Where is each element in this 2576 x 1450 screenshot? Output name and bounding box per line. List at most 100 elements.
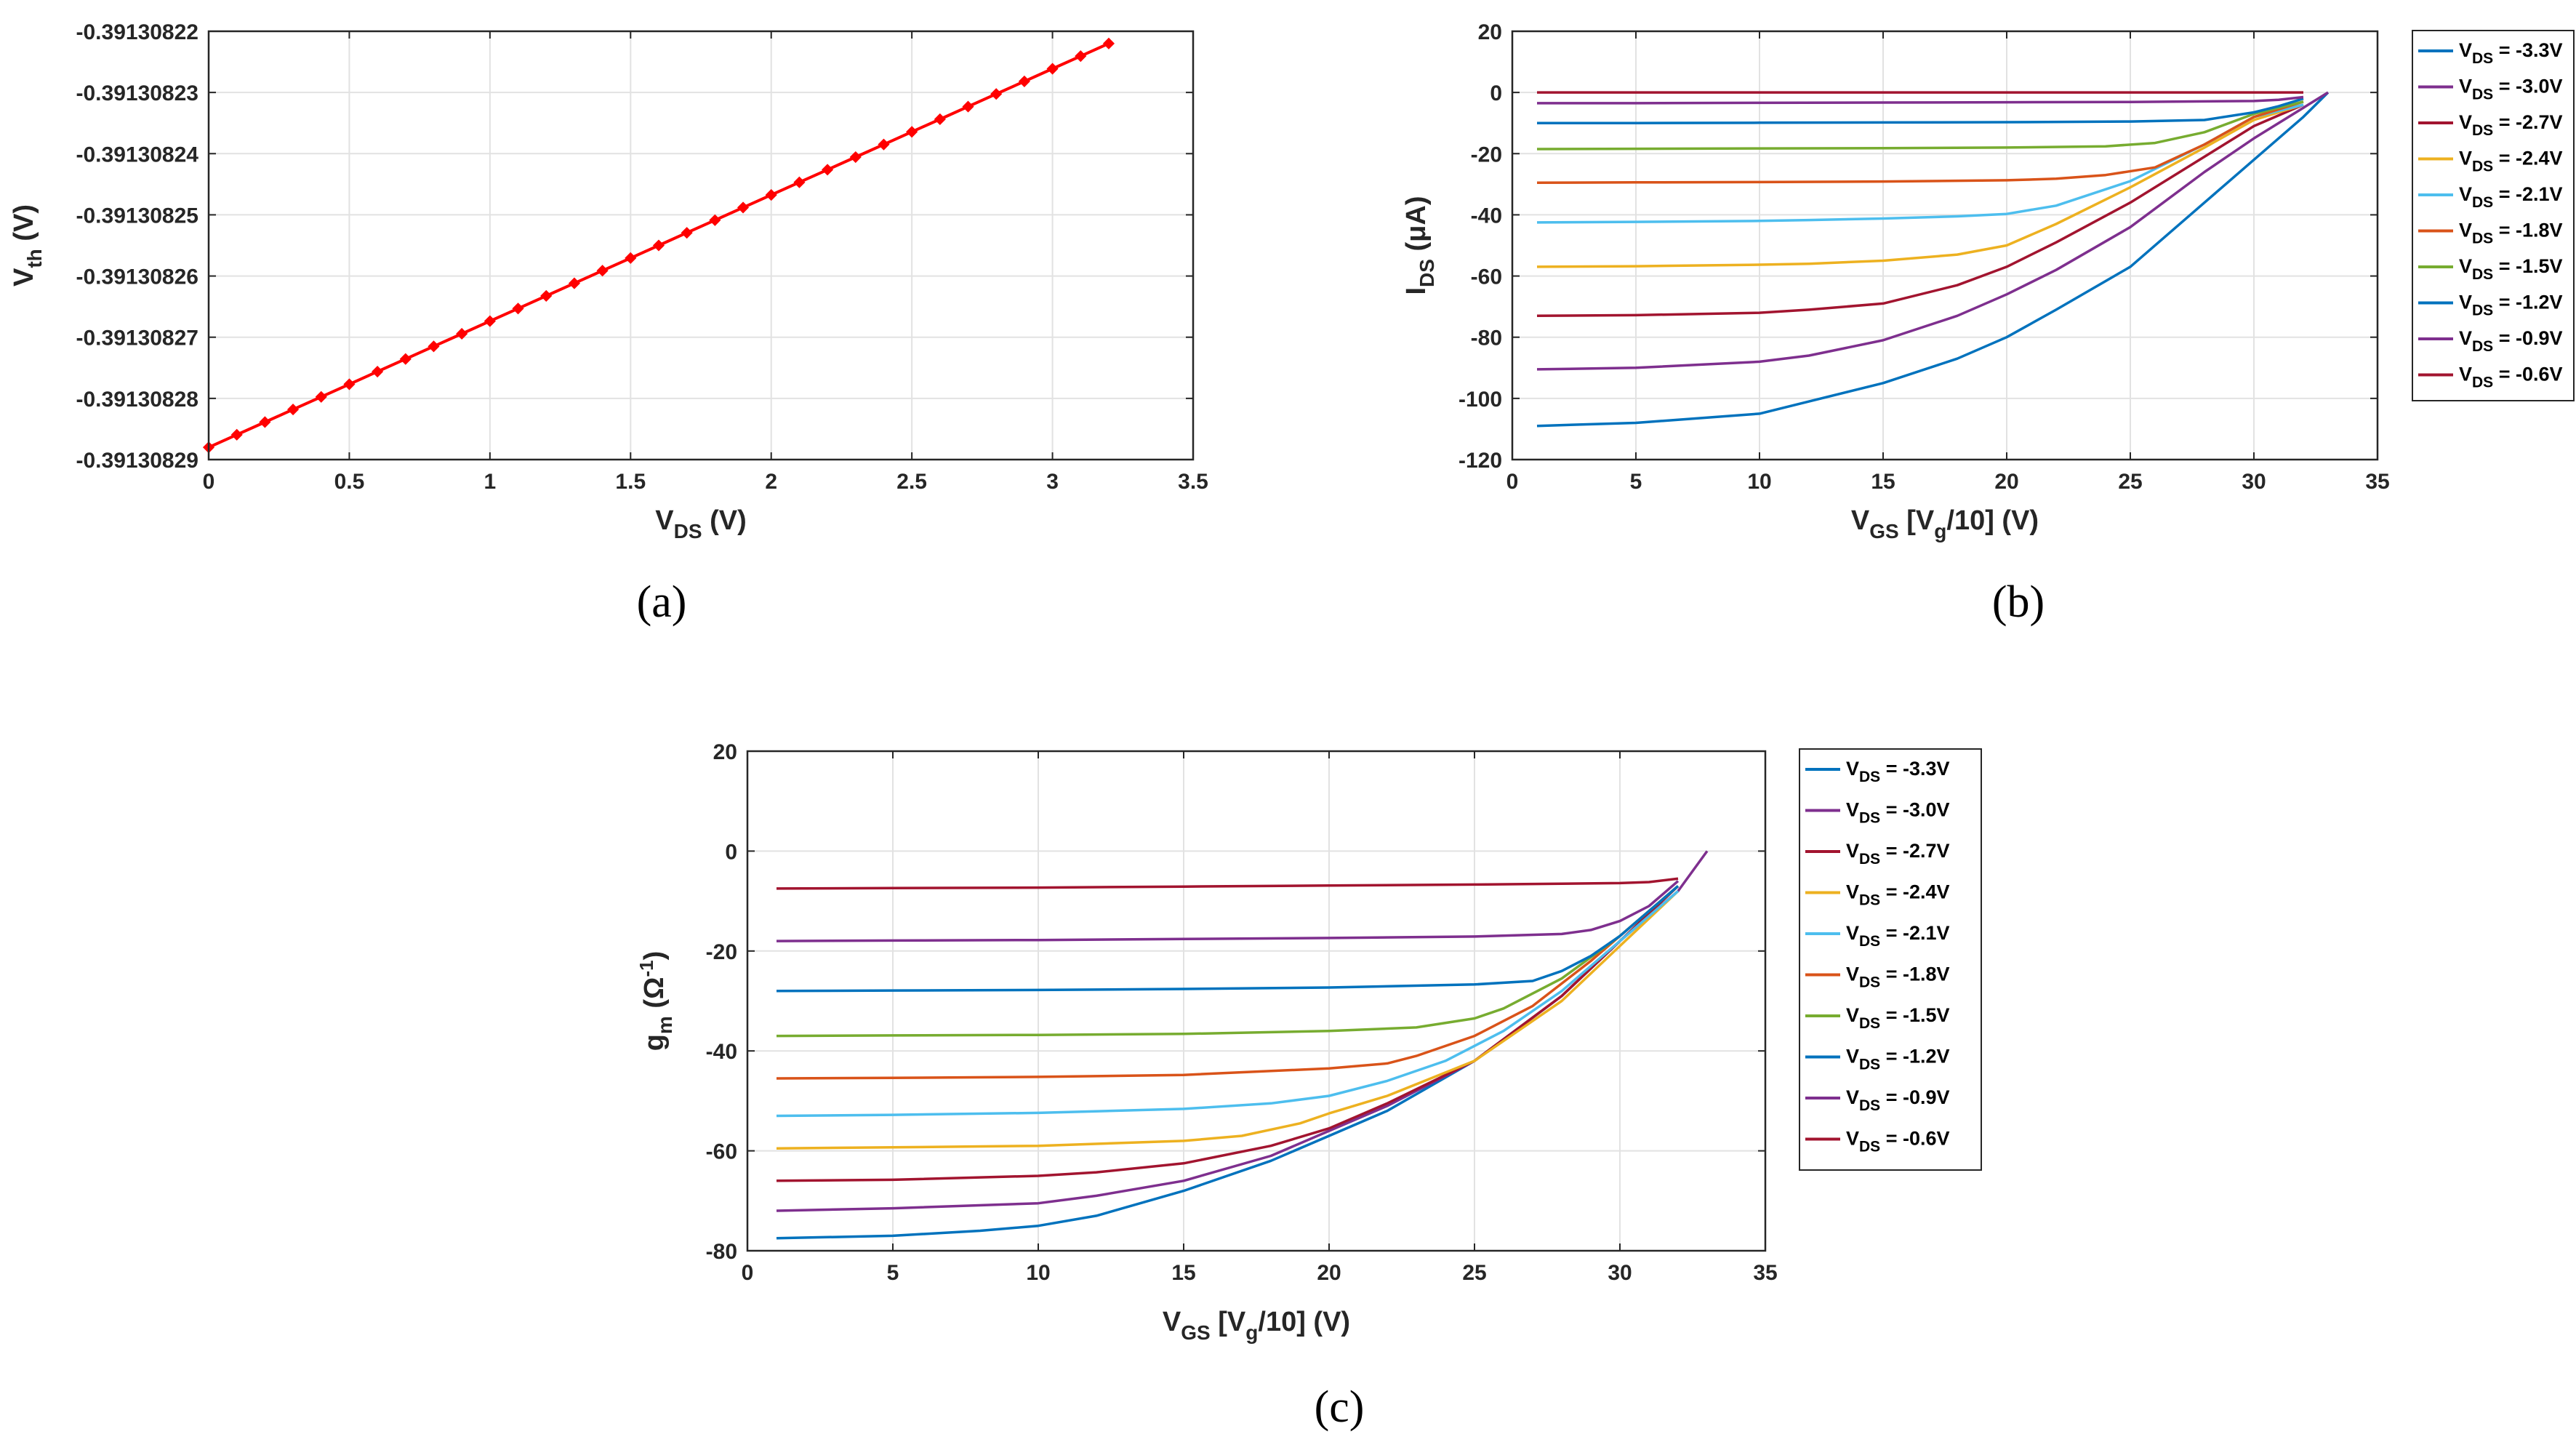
series-line-7: [776, 885, 1680, 1038]
x-tick-label: 15: [1171, 1261, 1195, 1285]
x-tick-label: 10: [1747, 470, 1771, 494]
x-axis-label: VGS [Vg/10] (V): [1851, 505, 2039, 542]
legend-entry: VDS = -1.2V: [1846, 1046, 1950, 1073]
data-point: [1075, 50, 1087, 63]
data-point: [596, 265, 609, 277]
data-point: [540, 289, 553, 302]
data-point: [737, 201, 750, 214]
legend-box: [1799, 748, 1982, 1171]
panel-caption: (b): [1992, 577, 2045, 627]
legend-entry: VDS = -1.8V: [2459, 220, 2563, 247]
legend-entry: VDS = -0.6V: [1846, 1128, 1950, 1155]
y-tick-label: 20: [1478, 20, 1502, 44]
y-tick-label: -100: [1458, 388, 1502, 412]
data-point: [793, 176, 806, 188]
data-point: [372, 365, 384, 378]
x-tick-label: 0: [203, 470, 215, 494]
legend-entry: VDS = -1.5V: [2459, 255, 2563, 283]
panel-c: 0 5 10 15 20 25 30 35 20 0 -20 -40 -60 -80 VGS [Vg/10]…: [635, 740, 1982, 1432]
x-tick-label: 2: [765, 470, 777, 494]
data-point: [1018, 75, 1030, 87]
legend-entry: VDS = -2.1V: [2459, 183, 2563, 211]
y-tick-label: -80: [706, 1240, 737, 1264]
series-line-3: [776, 885, 1680, 1182]
legend-entry: VDS = -1.2V: [2459, 292, 2563, 319]
y-tick-label: -0.39130828: [76, 388, 199, 412]
data-point: [709, 214, 721, 226]
x-tick-label: 5: [1630, 470, 1642, 494]
legend: VDS = -3.3V VDS = -3.0V VDS = -2.7V VDS = -…: [2412, 30, 2575, 401]
legend-entry: VDS = -1.8V: [1846, 964, 1950, 991]
data-point: [962, 100, 974, 113]
y-tick-label: -0.39130825: [76, 204, 199, 228]
x-tick-label: 0: [1506, 470, 1519, 494]
series-line-9: [1537, 95, 2304, 105]
data-point: [990, 88, 1003, 100]
data-point: [230, 428, 243, 441]
series-line-8: [1537, 97, 2304, 124]
x-tick-label: 2.5: [896, 470, 927, 494]
x-tick-label: 3.5: [1178, 470, 1208, 494]
x-tick-label: 35: [1753, 1261, 1777, 1285]
y-tick-label: 20: [713, 740, 737, 764]
panel-caption: (a): [637, 577, 687, 627]
y-tick-label: -0.39130827: [76, 327, 199, 351]
y-tick-label: -0.39130822: [76, 20, 199, 44]
panel-caption: (c): [1315, 1382, 1365, 1432]
series-line-1: [776, 890, 1680, 1240]
data-point: [456, 327, 468, 340]
y-tick-label: -80: [1471, 327, 1502, 351]
data-point: [765, 189, 777, 201]
x-tick-label: 1.5: [615, 470, 646, 494]
y-tick-label: -0.39130829: [76, 449, 199, 473]
series-line-2: [1536, 91, 2329, 371]
data-point: [315, 390, 327, 403]
legend-entry: VDS = -3.0V: [2459, 76, 2563, 103]
y-tick-label: -0.39130824: [76, 143, 199, 167]
data-point: [1046, 63, 1059, 75]
x-tick-label: 1: [484, 470, 497, 494]
data-point: [399, 353, 412, 365]
legend-entry: VDS = -1.5V: [1846, 1004, 1950, 1032]
data-point: [343, 378, 356, 390]
data-point: [849, 151, 862, 164]
x-tick-label: 5: [887, 1261, 899, 1285]
data-point: [878, 138, 890, 151]
panel-a: 0 0.5 1 1.5 2 2.5 3 3.5 -0.39130822 -0.39130823 -0…: [9, 20, 1208, 627]
legend-entry: VDS = -0.9V: [1846, 1086, 1950, 1114]
y-tick-label: -40: [1471, 204, 1502, 228]
series-line-5: [776, 890, 1680, 1118]
plot-frame: [207, 30, 1195, 461]
data-point: [934, 113, 946, 126]
y-tick-label: -0.39130823: [76, 81, 199, 105]
data-point: [568, 277, 580, 289]
legend-entry: VDS = -3.3V: [2459, 39, 2563, 67]
series-line-3: [1536, 103, 2304, 318]
x-tick-label: 25: [2118, 470, 2142, 494]
y-axis-label: Vth (V): [9, 204, 46, 287]
legend-entry: VDS = -2.1V: [1846, 922, 1950, 950]
legend: VDS = -3.3V VDS = -3.0V VDS = -2.7V VDS = -…: [1799, 748, 1982, 1171]
x-tick-label: 20: [1317, 1261, 1341, 1285]
data-point: [681, 227, 693, 239]
data-point: [286, 404, 300, 416]
series-line-9: [776, 880, 1680, 942]
x-tick-label: 0: [742, 1261, 754, 1285]
plot-frame: [746, 750, 1767, 1252]
series-line-10: [776, 877, 1679, 890]
x-axis-label: VGS [Vg/10] (V): [1163, 1307, 1350, 1344]
legend-entry: VDS = -2.4V: [1846, 881, 1950, 909]
legend-entry: VDS = -0.9V: [2459, 327, 2563, 355]
legend-entry: VDS = -0.6V: [2459, 364, 2563, 391]
legend-entry: VDS = -2.7V: [1846, 840, 1950, 868]
data-point: [512, 303, 524, 315]
x-tick-label: 30: [2242, 470, 2266, 494]
x-tick-label: 10: [1026, 1261, 1050, 1285]
series-line-4: [776, 890, 1680, 1150]
legend-entry: VDS = -3.3V: [1846, 758, 1950, 785]
y-tick-label: -20: [1471, 143, 1502, 167]
data-point: [1102, 37, 1115, 49]
panel-b: 0 5 10 15 20 25 30 35 20 0 -20 -40 -60 -80 -100 -120 VGS…: [1401, 20, 2575, 627]
y-tick-label: 0: [1490, 81, 1502, 105]
